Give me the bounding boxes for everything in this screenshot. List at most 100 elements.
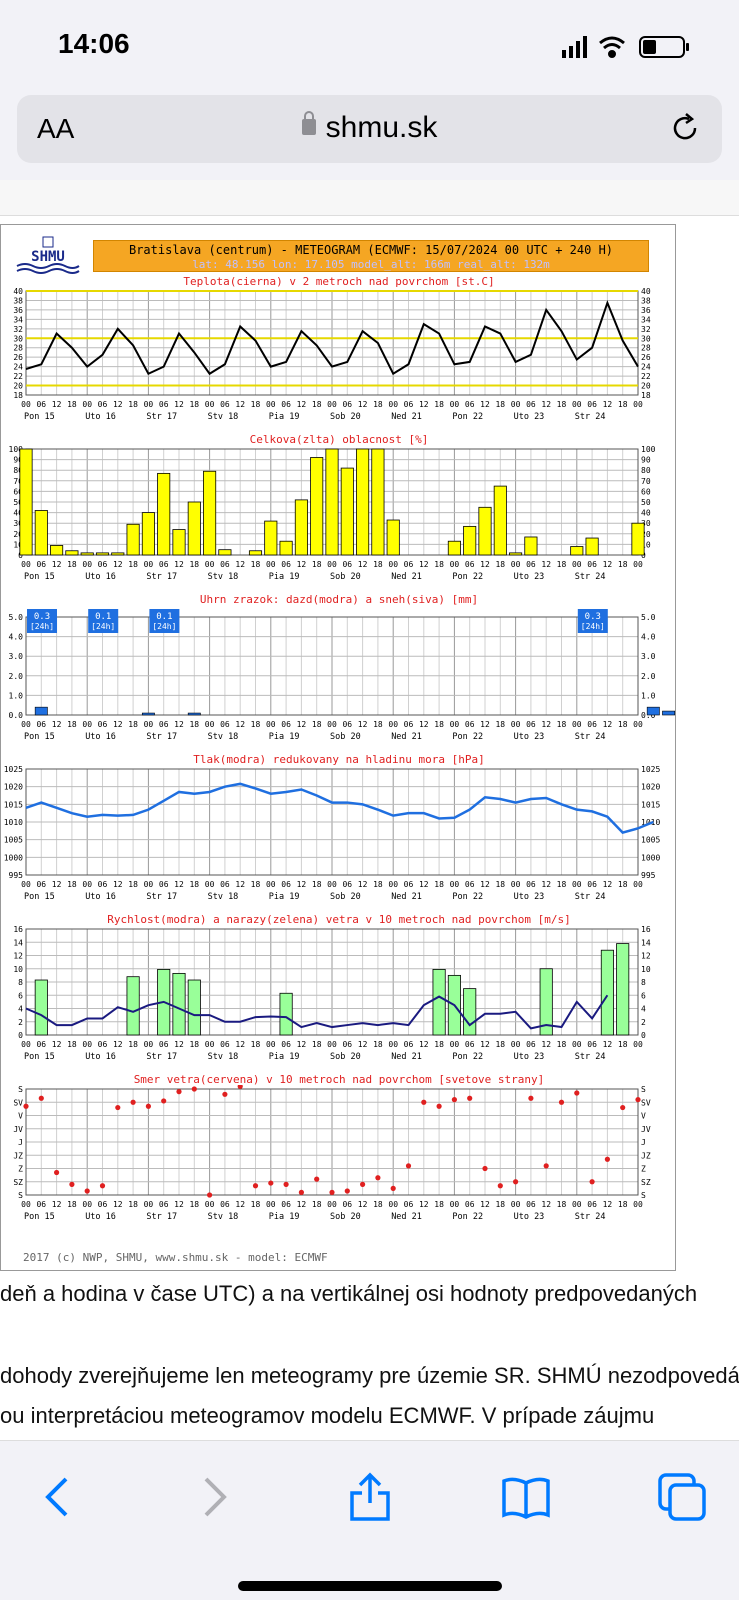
url-text: shmu.sk	[325, 111, 438, 144]
x-tick-label: 18	[434, 880, 444, 889]
share-icon[interactable]	[342, 1469, 398, 1525]
y-tick-label: 100	[9, 445, 24, 454]
x-tick-label: 12	[52, 1200, 62, 1209]
x-tick-label: 00	[450, 1040, 460, 1049]
x-tick-label: 12	[541, 720, 551, 729]
x-tick-label: 18	[373, 880, 383, 889]
x-tick-label: 06	[526, 400, 536, 409]
x-tick-label: 12	[419, 1040, 429, 1049]
address-bar[interactable]: AA shmu.sk	[17, 95, 722, 163]
y-tick-label: V	[18, 1112, 23, 1121]
precip-total-value: 0.1	[95, 612, 111, 622]
day-label: Str 24	[575, 1052, 606, 1062]
y-tick-label: 90	[13, 456, 23, 465]
x-tick-label: 12	[297, 880, 307, 889]
meteogram-header: Bratislava (centrum) - METEOGRAM (ECMWF:…	[93, 240, 649, 272]
x-tick-label: 18	[189, 560, 199, 569]
y-tick-label: 1015	[641, 800, 660, 809]
x-tick-label: 18	[618, 1200, 628, 1209]
x-tick-label: 00	[572, 720, 582, 729]
x-tick-label: 18	[312, 1040, 322, 1049]
x-tick-label: 12	[541, 560, 551, 569]
x-tick-label: 12	[419, 1200, 429, 1209]
day-label: Uto 16	[85, 572, 116, 582]
day-label: Str 17	[146, 732, 177, 742]
y-tick-label: J	[641, 1138, 646, 1147]
y-tick-label: 10	[641, 965, 651, 974]
direction-point	[69, 1181, 75, 1187]
x-tick-label: 06	[587, 400, 597, 409]
cloud-bar	[356, 448, 370, 556]
y-tick-label: 16	[13, 925, 23, 934]
y-tick-label: SZ	[13, 1178, 23, 1187]
x-tick-label: 06	[342, 880, 352, 889]
y-tick-label: 30	[13, 519, 23, 528]
reload-icon[interactable]	[668, 111, 702, 145]
precip-total-badge	[149, 609, 180, 633]
day-label: Str 17	[146, 892, 177, 902]
day-label: Uto 16	[85, 1212, 116, 1222]
tabs-icon[interactable]	[654, 1469, 710, 1525]
x-tick-label: 18	[495, 880, 505, 889]
day-label: Uto 23	[514, 412, 545, 422]
signal-icon	[562, 36, 587, 58]
y-tick-label: 22	[641, 372, 651, 381]
cloud-bar	[218, 549, 232, 556]
reader-options-button[interactable]: AA	[37, 113, 75, 144]
x-tick-label: 06	[526, 1200, 536, 1209]
back-icon[interactable]	[30, 1469, 86, 1525]
x-tick-label: 18	[189, 1040, 199, 1049]
gust-bar	[432, 969, 446, 1036]
direction-point	[635, 1097, 641, 1103]
x-tick-label: 12	[297, 1200, 307, 1209]
x-tick-label: 12	[480, 560, 490, 569]
y-tick-label: 12	[641, 952, 651, 961]
cloud-bar	[203, 470, 217, 556]
day-label: Uto 16	[85, 732, 116, 742]
x-tick-label: 00	[21, 1200, 31, 1209]
direction-point	[436, 1103, 442, 1109]
x-tick-label: 06	[281, 400, 291, 409]
bookmarks-icon[interactable]	[498, 1469, 554, 1525]
cloud-bar	[447, 540, 461, 556]
y-tick-label: JV	[13, 1125, 23, 1134]
x-tick-label: 12	[174, 560, 184, 569]
x-tick-label: 12	[358, 560, 368, 569]
x-tick-label: 12	[297, 720, 307, 729]
x-tick-label: 12	[52, 720, 62, 729]
direction-point	[23, 1103, 29, 1109]
y-tick-label: 1015	[4, 800, 23, 809]
lock-icon	[301, 111, 316, 135]
day-label: Str 24	[575, 732, 606, 742]
y-tick-label: S	[641, 1191, 646, 1200]
x-tick-label: 12	[419, 720, 429, 729]
x-tick-label: 18	[67, 560, 77, 569]
x-tick-label: 06	[404, 880, 414, 889]
direction-point	[421, 1099, 427, 1105]
x-tick-label: 18	[434, 560, 444, 569]
logo-text: SHMU	[31, 249, 65, 265]
y-tick-label: 3.0	[9, 652, 24, 661]
y-tick-label: 12	[13, 952, 23, 961]
x-tick-label: 00	[327, 1200, 337, 1209]
precip-total-value: 0.3	[585, 612, 601, 622]
x-tick-label: 00	[450, 400, 460, 409]
plot-frame	[25, 616, 639, 716]
x-tick-label: 00	[572, 560, 582, 569]
y-tick-label: 32	[641, 325, 651, 334]
x-tick-label: 06	[281, 720, 291, 729]
direction-point	[176, 1089, 182, 1095]
direction-point	[558, 1099, 565, 1105]
x-tick-label: 00	[511, 400, 521, 409]
x-tick-label: 00	[144, 720, 154, 729]
forward-icon[interactable]	[186, 1469, 242, 1525]
x-tick-label: 18	[67, 400, 77, 409]
x-tick-label: 00	[633, 880, 643, 889]
url-display[interactable]: shmu.sk	[17, 111, 722, 145]
x-tick-label: 12	[113, 880, 123, 889]
x-tick-label: 18	[128, 720, 138, 729]
x-tick-label: 18	[434, 1040, 444, 1049]
x-tick-label: 00	[82, 880, 92, 889]
x-tick-label: 18	[373, 560, 383, 569]
